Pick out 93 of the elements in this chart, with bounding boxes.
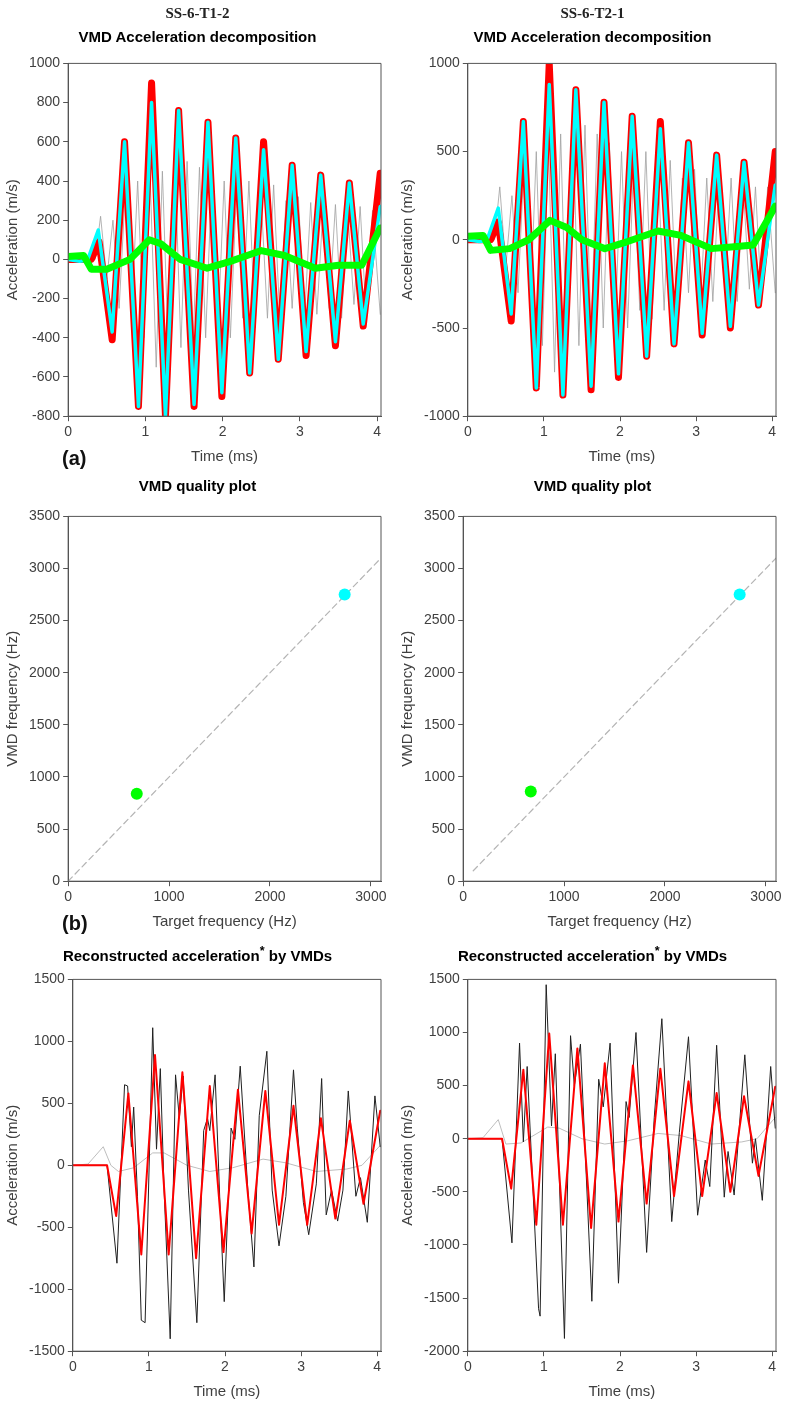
y-tick-label: -1000 (423, 407, 461, 424)
y-tick-label: 800 (36, 93, 61, 110)
chart-subtitle: VMD Acceleration decomposition (77, 27, 318, 47)
y-axis-title: VMD frequency (Hz) (398, 630, 416, 767)
chart-title: Reconstructed acceleration$^{*}$ by VMDs (61, 943, 334, 964)
text: (a) (62, 447, 87, 470)
y-tick-label: 0 (52, 250, 61, 267)
y-tick-label: -500 (431, 1182, 461, 1199)
y-tick-label: 500 (41, 1094, 66, 1111)
x-axis-title: Time (ms) (588, 1382, 656, 1400)
y-tick-label: 2500 (28, 611, 61, 628)
y-tick-label: 200 (36, 211, 61, 228)
chart-title: VMD quality plot (137, 476, 258, 496)
x-tick-label: 4 (768, 423, 777, 440)
y-tick-label: 500 (436, 142, 461, 159)
x-tick-label: 0 (463, 423, 472, 440)
y-tick-label: -800 (32, 407, 61, 424)
y-tick-label: 1500 (428, 970, 461, 987)
x-tick-label: 1 (141, 423, 150, 440)
x-axis-title: Target frequency (Hz) (547, 912, 692, 930)
y-tick-label: 1500 (28, 715, 61, 732)
x-tick-label: 3000 (750, 888, 782, 905)
chart-subtitle: VMD Acceleration decomposition (472, 27, 713, 47)
text: (b) (62, 912, 88, 935)
y-tick-label: 1000 (28, 767, 61, 784)
x-tick-label: 1 (540, 1358, 549, 1375)
y-axis-title: VMD frequency (Hz) (3, 630, 21, 767)
x-tick-label: 2 (218, 423, 227, 440)
y-tick-label: 3000 (28, 559, 61, 576)
y-tick-label: 0 (452, 1129, 461, 1146)
y-tick-label: 1500 (423, 715, 456, 732)
x-axis-title: Time (ms) (193, 1382, 261, 1400)
y-axis-title: Acceleration (m/s) (3, 1104, 21, 1226)
y-tick-label: 500 (431, 819, 456, 836)
y-axis-title: Acceleration (m/s) (398, 179, 416, 301)
y-tick-label: 500 (36, 819, 61, 836)
y-tick-label: 1000 (33, 1032, 66, 1049)
y-tick-label: 600 (36, 132, 61, 149)
y-tick-label: 1500 (33, 970, 66, 987)
x-tick-label: 1 (145, 1358, 154, 1375)
y-tick-label: 1000 (428, 1023, 461, 1040)
x-tick-label: 3 (692, 1358, 701, 1375)
y-tick-label: 2500 (423, 611, 456, 628)
y-tick-label: 1000 (28, 54, 61, 71)
y-tick-label: -1000 (423, 1235, 461, 1252)
y-tick-label: 1000 (423, 767, 456, 784)
x-axis-title: Time (ms) (191, 447, 259, 465)
y-tick-label: 0 (452, 230, 461, 247)
y-tick-label: -500 (36, 1218, 66, 1235)
x-tick-label: 2000 (649, 888, 681, 905)
x-tick-label: 2 (616, 1358, 625, 1375)
chart-title: SS-6-T1-2 (164, 4, 231, 23)
x-tick-label: 4 (373, 423, 382, 440)
y-tick-label: -500 (431, 318, 461, 335)
x-tick-label: 4 (768, 1358, 777, 1375)
y-tick-label: 3000 (423, 559, 456, 576)
x-tick-label: 3 (692, 423, 701, 440)
y-tick-label: -200 (32, 289, 61, 306)
x-tick-label: 0 (68, 1358, 77, 1375)
y-tick-label: -1000 (28, 1280, 66, 1297)
chart-title: Reconstructed acceleration$^{*}$ by VMDs (456, 943, 729, 964)
x-tick-label: 1000 (153, 888, 185, 905)
x-tick-label: 4 (373, 1358, 382, 1375)
y-tick-label: 3500 (423, 507, 456, 524)
y-tick-label: 2000 (423, 663, 456, 680)
y-tick-label: 0 (57, 1156, 66, 1173)
x-tick-label: 1000 (548, 888, 580, 905)
y-tick-label: -1500 (28, 1342, 66, 1359)
x-tick-label: 2 (221, 1358, 230, 1375)
y-tick-label: 400 (36, 171, 61, 188)
x-tick-label: 2000 (254, 888, 286, 905)
y-tick-label: -600 (32, 367, 61, 384)
x-tick-label: 3 (297, 1358, 306, 1375)
y-tick-label: 500 (436, 1076, 461, 1093)
x-axis-title: Target frequency (Hz) (152, 912, 297, 930)
y-tick-label: 2000 (28, 663, 61, 680)
chart-title: SS-6-T2-1 (559, 4, 626, 23)
y-tick-label: -400 (32, 328, 61, 345)
y-tick-label: 0 (447, 872, 456, 889)
y-axis-title: Acceleration (m/s) (398, 1104, 416, 1226)
chart-title: VMD quality plot (532, 476, 653, 496)
y-tick-label: 1000 (428, 54, 461, 71)
x-tick-label: 3000 (355, 888, 387, 905)
x-tick-label: 2 (616, 423, 625, 440)
x-tick-label: 3 (295, 423, 304, 440)
y-tick-label: 0 (52, 872, 61, 889)
y-tick-label: -2000 (423, 1342, 461, 1359)
x-tick-label: 1 (540, 423, 549, 440)
y-axis-title: Acceleration (m/s) (3, 179, 21, 301)
x-tick-label: 0 (463, 1358, 472, 1375)
x-axis-title: Time (ms) (588, 447, 656, 465)
y-tick-label: 3500 (28, 507, 61, 524)
y-tick-label: -1500 (423, 1288, 461, 1305)
